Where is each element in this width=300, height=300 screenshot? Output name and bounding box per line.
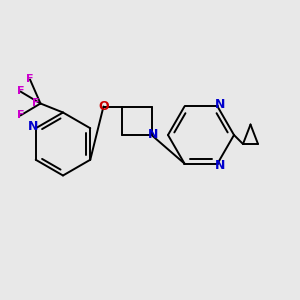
Text: F: F	[17, 110, 24, 121]
Text: O: O	[98, 100, 109, 113]
Text: N: N	[28, 120, 38, 133]
Text: F: F	[32, 98, 40, 109]
Text: N: N	[214, 159, 225, 172]
Text: F: F	[17, 86, 24, 97]
Text: N: N	[148, 128, 158, 142]
Text: F: F	[26, 74, 34, 85]
Text: N: N	[214, 98, 225, 111]
